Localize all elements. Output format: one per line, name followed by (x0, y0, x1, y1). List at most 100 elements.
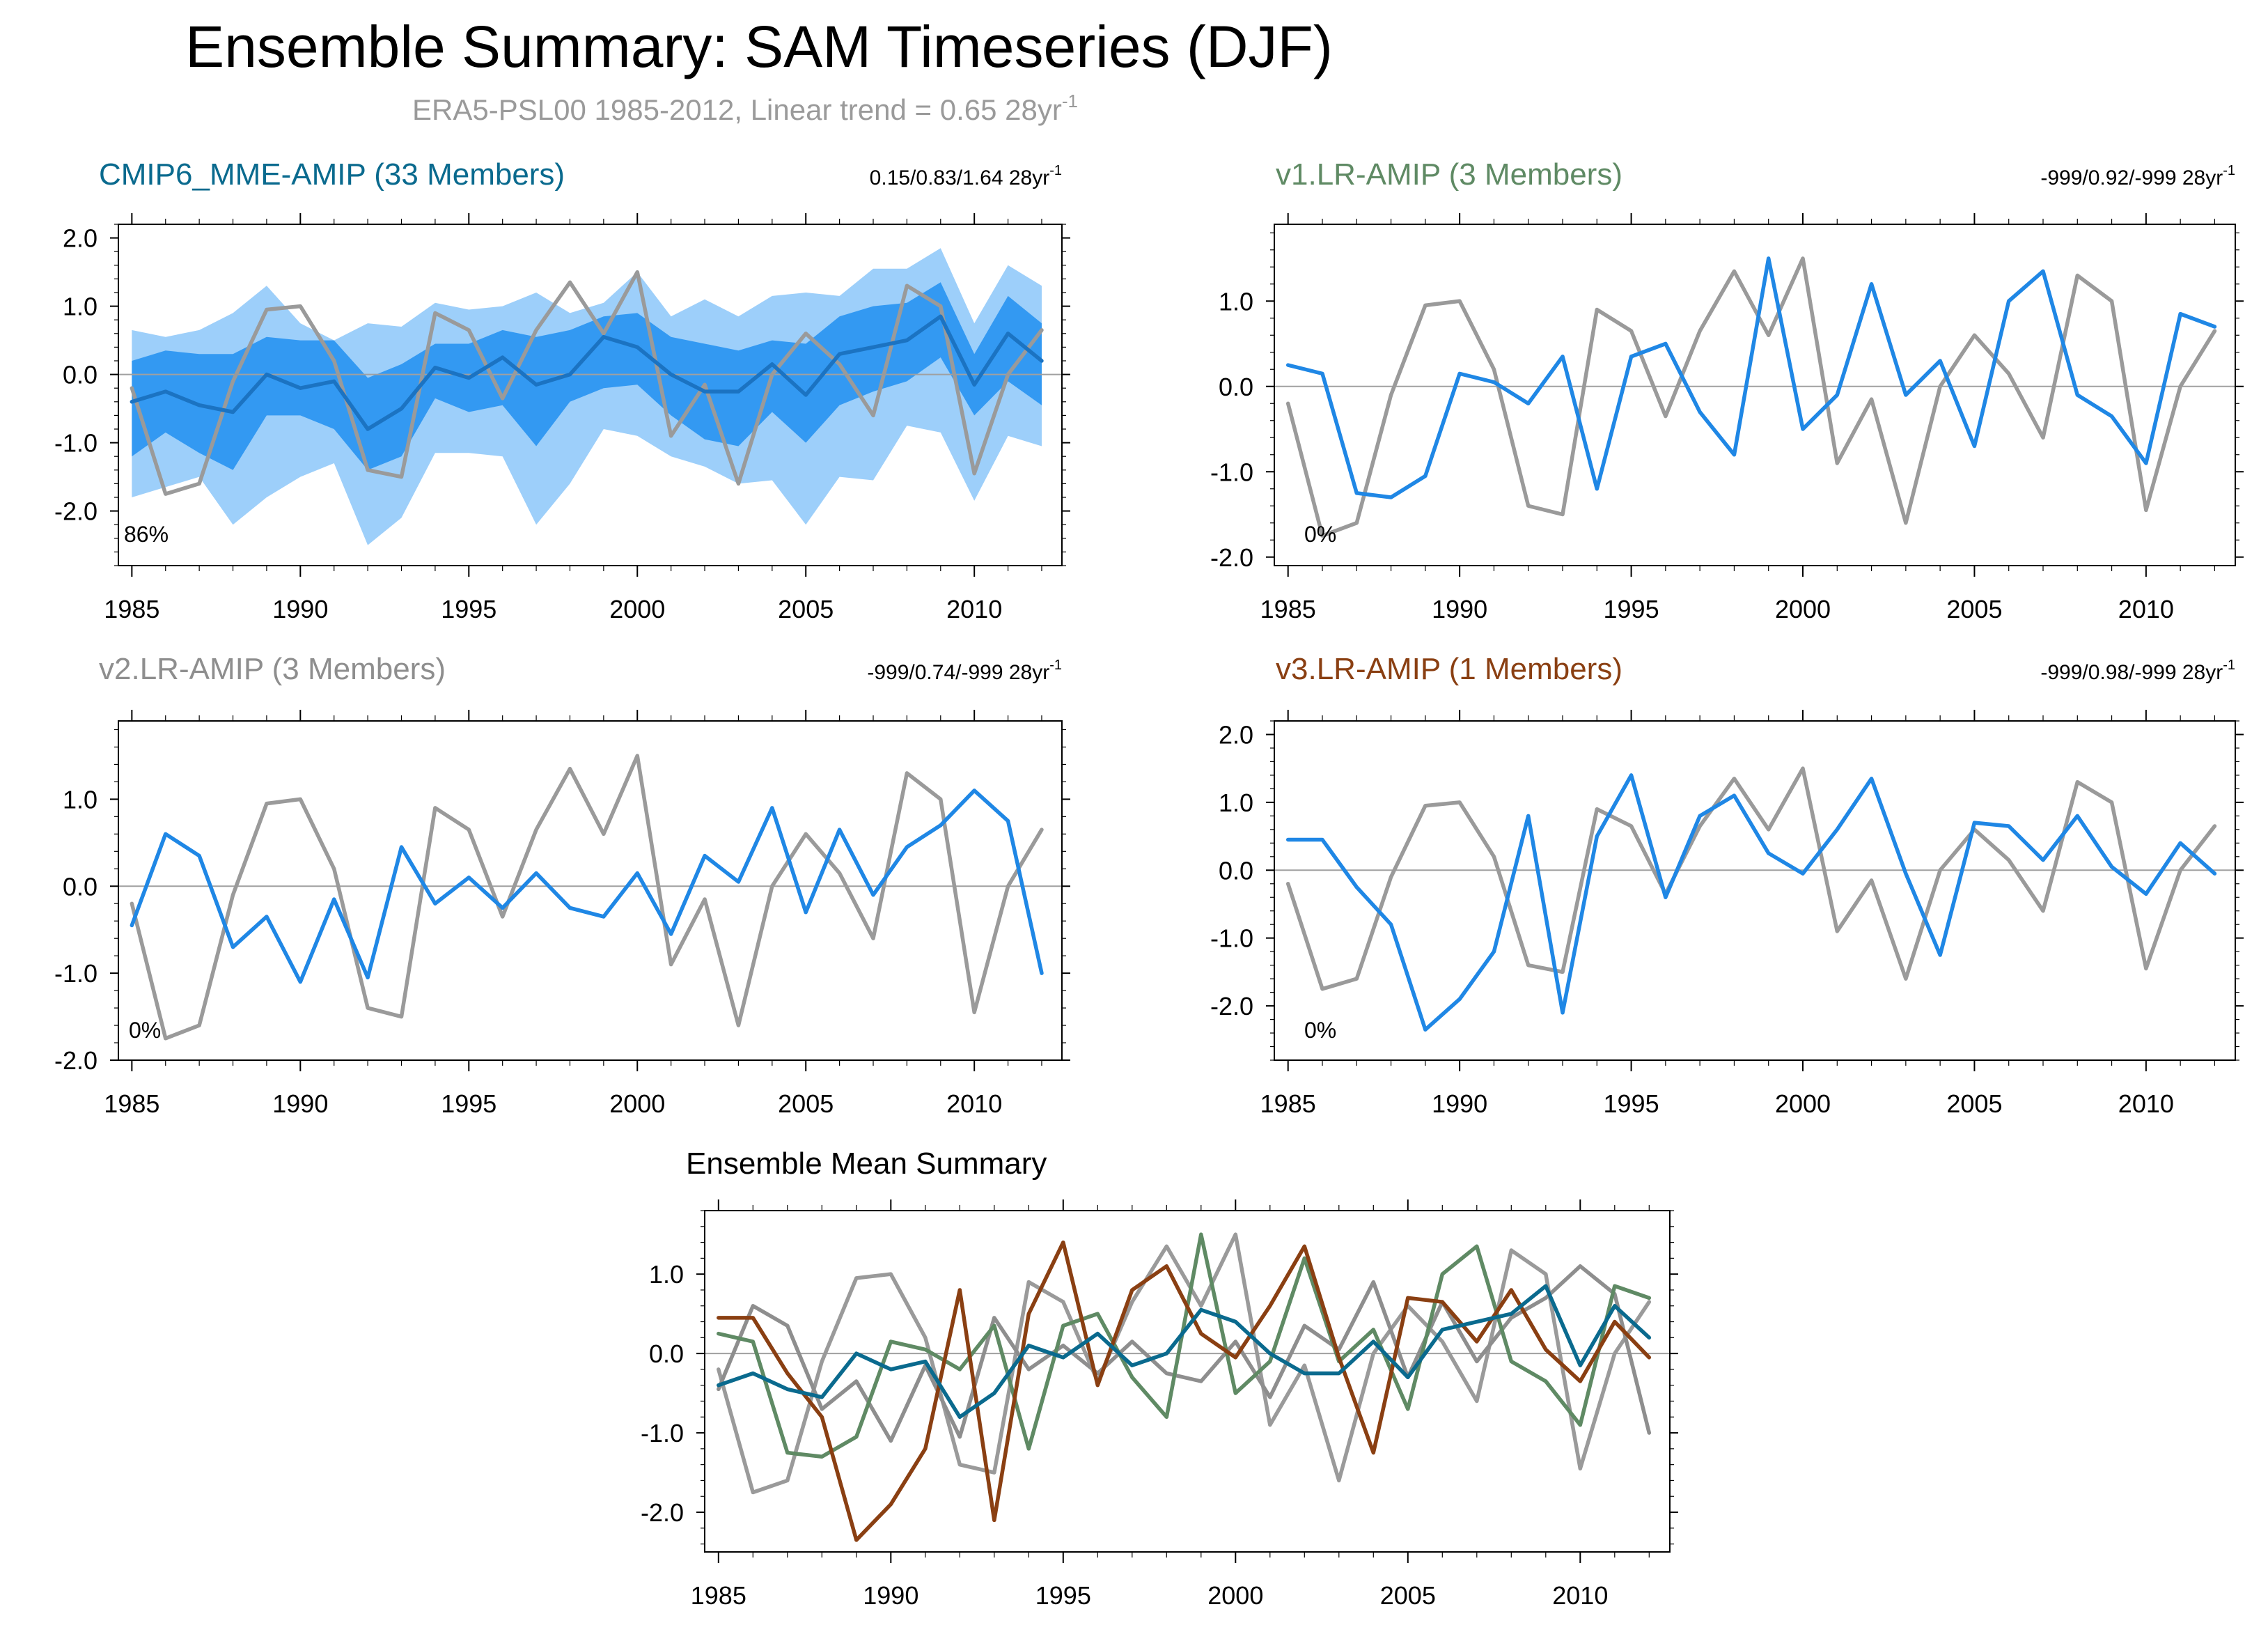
y-tick-label: -2.0 (1210, 992, 1253, 1020)
panel-stats: -999/0.92/-999 28yr-1 (2040, 163, 2235, 189)
x-tick-label: 2005 (1946, 1089, 2002, 1118)
series-line-obs (1285, 766, 2217, 991)
x-tick-label: 1985 (104, 1089, 159, 1118)
x-tick-label: 2010 (2118, 1089, 2174, 1118)
y-tick-label: 2.0 (63, 224, 97, 253)
panel-stats-sup: -1 (2223, 163, 2235, 178)
panel-title: v1.LR-AMIP (3 Members) (1276, 157, 1622, 192)
y-tick-label: -1.0 (641, 1419, 684, 1447)
y-tick-label: -2.0 (54, 1046, 97, 1075)
y-tick-label: 1.0 (63, 293, 97, 321)
y-tick-label: 0.0 (63, 361, 97, 389)
x-tick-label: 1985 (1260, 1089, 1316, 1118)
series-line-v2 (130, 789, 1044, 984)
panel-p1: CMIP6_MME-AMIP (33 Members) 0.15/0.83/1.6… (54, 157, 1070, 623)
panel-stats-text: -999/0.98/-999 28yr (2040, 661, 2223, 684)
x-tick-label: 1990 (272, 1089, 328, 1118)
panel-p4: v3.LR-AMIP (1 Members) -999/0.98/-999 28y… (1210, 652, 2244, 1118)
panel-stats-sup: -1 (1049, 658, 1062, 673)
panel-title: Ensemble Mean Summary (686, 1147, 1047, 1181)
y-tick-label: 2.0 (1219, 720, 1253, 749)
x-tick-label: 2000 (1207, 1581, 1263, 1610)
x-tick-label: 2000 (609, 595, 665, 623)
panel-stats: 0.15/0.83/1.64 28yr-1 (870, 163, 1062, 189)
y-tick-label: -2.0 (641, 1498, 684, 1527)
plot-frame (118, 224, 1063, 566)
figure-title: Ensemble Summary: SAM Timeseries (DJF) (185, 14, 1333, 79)
panel-stats-text: -999/0.74/-999 28yr (867, 661, 1049, 684)
x-tick-label: 2010 (2118, 595, 2174, 623)
panel-p2: v1.LR-AMIP (3 Members) -999/0.92/-999 28y… (1210, 157, 2244, 623)
y-tick-label: -2.0 (54, 497, 97, 526)
x-tick-label: 1995 (1604, 1089, 1659, 1118)
panels-group: CMIP6_MME-AMIP (33 Members) 0.15/0.83/1.6… (54, 157, 2244, 1610)
series-line-v3 (717, 1240, 1652, 1542)
plot-frame (1274, 720, 2236, 1061)
plot-area (118, 248, 1062, 545)
x-tick-label: 2000 (1775, 595, 1831, 623)
y-tick-label: 0.0 (1219, 856, 1253, 885)
figure-subtitle: ERA5-PSL00 1985-2012, Linear trend = 0.6… (412, 91, 1078, 126)
y-tick-label: -1.0 (54, 429, 97, 458)
plot-frame (1274, 224, 2236, 566)
panel-stats: -999/0.74/-999 28yr-1 (867, 658, 1062, 684)
x-tick-label: 1985 (691, 1581, 746, 1610)
percent-label: 0% (129, 1018, 161, 1043)
panel-p5: Ensemble Mean Summary -2.0 -1.0 0.0 1.0 1985 1… (641, 1147, 1678, 1610)
percent-label: 86% (124, 522, 169, 547)
x-tick-label: 2000 (1775, 1089, 1831, 1118)
y-tick-label: 1.0 (63, 785, 97, 814)
y-tick-label: 1.0 (1219, 789, 1253, 817)
band-10-90 (132, 248, 1042, 545)
y-tick-label: -1.0 (1210, 458, 1253, 486)
x-tick-label: 2010 (946, 1089, 1002, 1118)
series-line-obs (130, 270, 1044, 496)
y-tick-label: 0.0 (63, 872, 97, 901)
x-tick-label: 2005 (1946, 595, 2002, 623)
series-line-obs (130, 754, 1044, 1041)
panel-title: CMIP6_MME-AMIP (33 Members) (99, 157, 565, 192)
series-line-mme-mean (130, 314, 1044, 431)
x-tick-label: 1990 (272, 595, 328, 623)
plot-area (1274, 766, 2235, 1032)
x-tick-label: 1995 (441, 1089, 496, 1118)
y-tick-label: 1.0 (649, 1260, 684, 1289)
series-line-v1 (1285, 256, 2217, 499)
percent-label: 0% (1304, 522, 1336, 547)
x-tick-label: 1995 (1604, 595, 1659, 623)
panel-p3: v2.LR-AMIP (3 Members) -999/0.74/-999 28y… (54, 652, 1070, 1118)
panel-title: v2.LR-AMIP (3 Members) (99, 652, 446, 686)
y-tick-label: -2.0 (1210, 543, 1253, 572)
x-tick-label: 2005 (778, 1089, 834, 1118)
band-25-75 (132, 282, 1042, 470)
x-tick-label: 1990 (863, 1581, 918, 1610)
percent-label: 0% (1304, 1018, 1336, 1043)
y-tick-label: 1.0 (1219, 287, 1253, 316)
y-tick-label: 0.0 (649, 1339, 684, 1368)
panel-stats-text: 0.15/0.83/1.64 28yr (870, 166, 1050, 189)
panel-title: v3.LR-AMIP (1 Members) (1276, 652, 1622, 686)
series-line-obs (717, 1232, 1652, 1495)
x-tick-label: 1995 (1035, 1581, 1091, 1610)
series-line-cmip6-mme (717, 1284, 1652, 1420)
x-tick-label: 1990 (1432, 595, 1487, 623)
series-line-v1 (717, 1232, 1652, 1459)
y-tick-label: -1.0 (54, 959, 97, 988)
figure-subtitle-text: ERA5-PSL00 1985-2012, Linear trend = 0.6… (412, 93, 1062, 126)
plot-frame (118, 720, 1063, 1061)
plot-frame (704, 1210, 1671, 1553)
panel-stats: -999/0.98/-999 28yr-1 (2040, 658, 2235, 684)
plot-area (118, 754, 1062, 1041)
panel-stats-text: -999/0.92/-999 28yr (2040, 166, 2223, 189)
plot-area (705, 1232, 1670, 1542)
series-line-obs (1285, 256, 2217, 538)
plot-area (1274, 256, 2235, 538)
x-tick-label: 1985 (104, 595, 159, 623)
x-tick-label: 2010 (946, 595, 1002, 623)
series-line-v3 (1285, 773, 2217, 1032)
x-tick-label: 1990 (1432, 1089, 1487, 1118)
x-tick-label: 2010 (1552, 1581, 1608, 1610)
y-tick-label: -1.0 (1210, 924, 1253, 953)
panel-stats-sup: -1 (2223, 658, 2235, 673)
